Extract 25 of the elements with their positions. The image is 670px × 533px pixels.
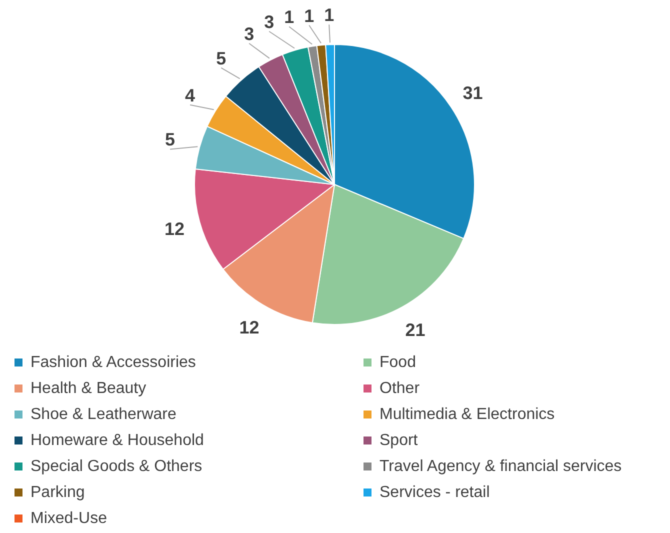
legend-label: Services - retail [380,484,490,501]
data-label: 3 [264,12,274,32]
data-label: 3 [244,24,254,44]
legend-label: Shoe & Leatherware [30,406,176,423]
data-label: 5 [165,130,176,150]
data-label: 31 [462,83,483,104]
legend-label: Mixed-Use [30,510,108,527]
data-label: 5 [216,48,226,68]
data-label: 12 [164,219,185,240]
legend-label: Other [380,380,420,397]
legend-label: Homeware & Household [30,432,204,449]
legend-label: Health & Beauty [30,380,146,397]
legend-label: Food [380,354,416,371]
legend-label: Fashion & Accessoiries [30,354,196,371]
legend-label: Special Goods & Others [30,458,202,475]
data-label: 21 [405,320,426,340]
data-label: 1 [324,5,334,26]
data-label: 4 [185,85,196,106]
data-label: 12 [239,317,260,338]
data-label: 1 [284,7,294,28]
data-label: 1 [304,6,314,26]
legend-label: Multimedia & Electronics [380,406,555,423]
legend-label: Sport [380,432,418,449]
legend-label: Parking [30,484,85,501]
legend-label: Travel Agency & financial services [380,458,622,475]
